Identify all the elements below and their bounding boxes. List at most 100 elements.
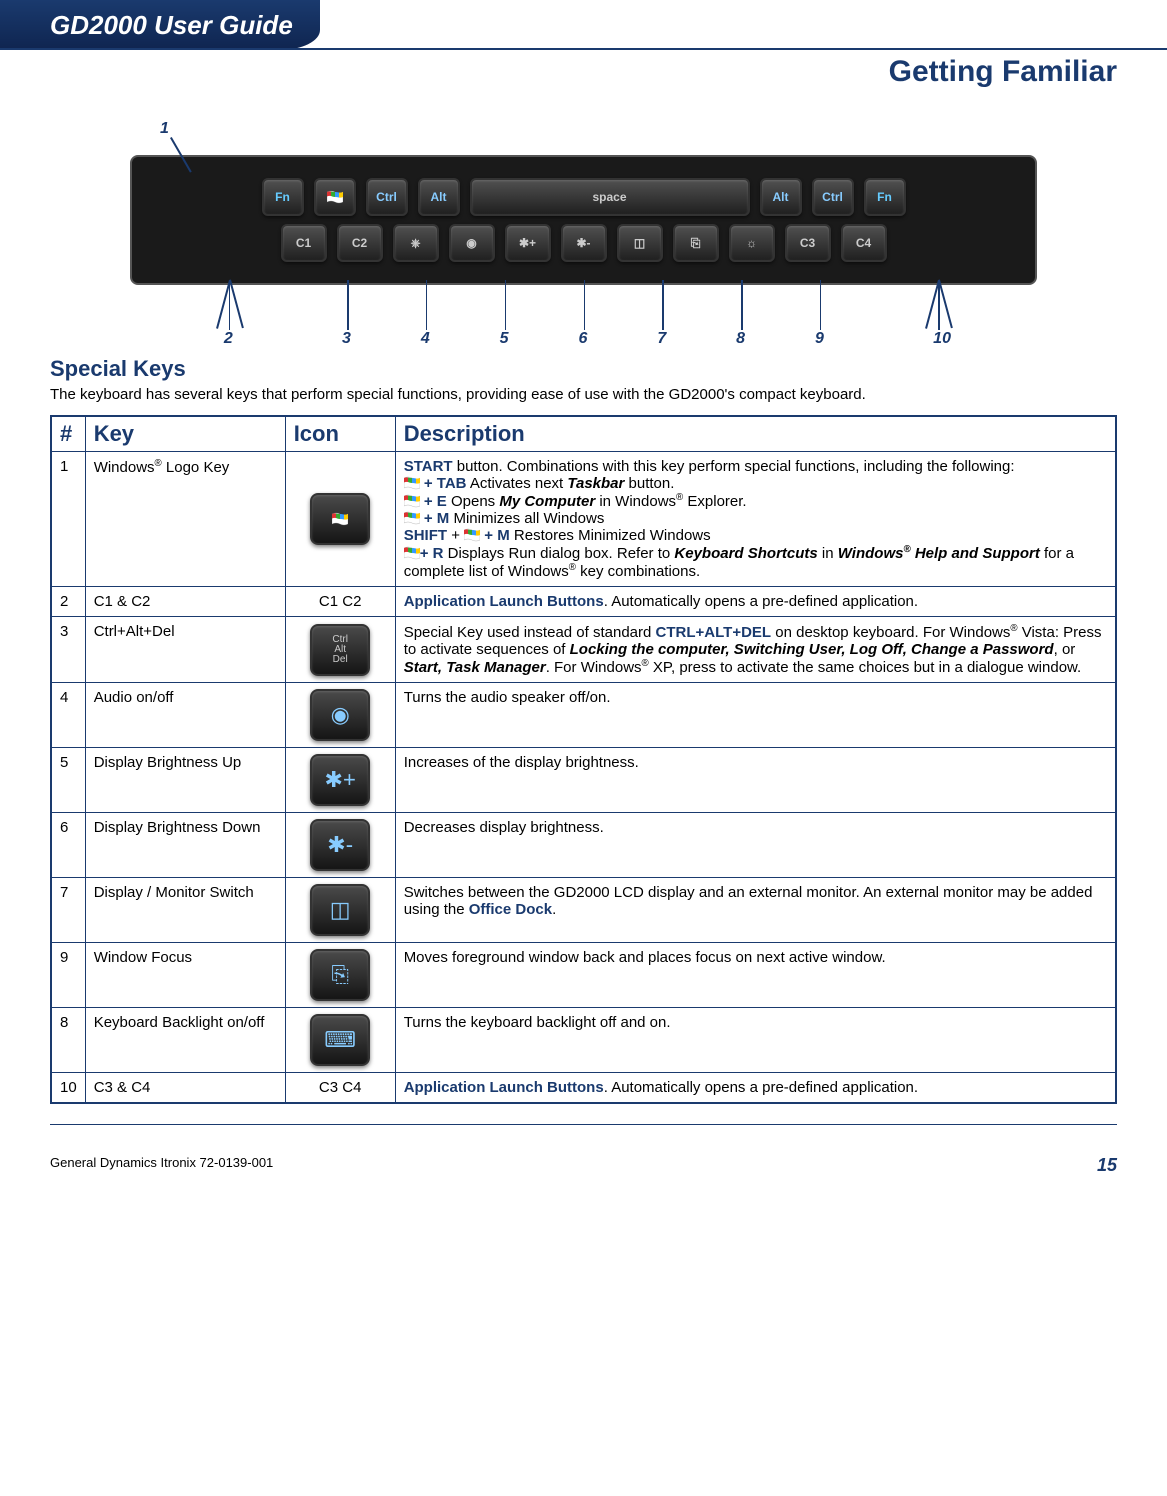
row-desc: START button. Combinations with this key… [395, 452, 1116, 587]
row-desc: Decreases display brightness. [395, 813, 1116, 878]
callout-line [347, 280, 349, 330]
callout-label: 4 [421, 330, 430, 348]
kb-key: C4 [841, 224, 887, 262]
table-row: 8Keyboard Backlight on/off ⌨ Turns the key… [51, 1008, 1116, 1073]
kb-key: C3 [785, 224, 831, 262]
table-row: 6Display Brightness Down✱-Decreases disp… [51, 813, 1116, 878]
callout-line [741, 280, 743, 330]
row-icon: ⎘ [285, 943, 395, 1008]
row-key: Window Focus [85, 943, 285, 1008]
kb-key: space [470, 178, 750, 216]
row-key: Windows® Logo Key [85, 452, 285, 587]
callout-line [662, 280, 664, 330]
callout-line [505, 280, 507, 330]
special-keys-table: # Key Icon Description 1Windows® Logo Ke… [50, 415, 1117, 1104]
row-num: 2 [51, 587, 85, 617]
row-icon: ◫ [285, 878, 395, 943]
keyboard-photo: FnCtrlAltspaceAltCtrlFn C1C2⎈◉✱+✱-◫⎘☼C3C… [130, 155, 1037, 285]
callout-label: 6 [579, 330, 588, 348]
table-row: 10C3 & C4C3 C4Application Launch Buttons… [51, 1073, 1116, 1104]
kb-key: ☼ [729, 224, 775, 262]
kb-key: ◉ [449, 224, 495, 262]
row-desc: Special Key used instead of standard CTR… [395, 617, 1116, 683]
bright_up-icon: ✱+ [310, 754, 370, 806]
row-key: Audio on/off [85, 683, 285, 748]
callout-label: 3 [342, 330, 351, 348]
kb-key: ◫ [617, 224, 663, 262]
row-num: 4 [51, 683, 85, 748]
row-icon: ✱+ [285, 748, 395, 813]
row-icon: C1 C2 [285, 587, 395, 617]
row-key: Keyboard Backlight on/off [85, 1008, 285, 1073]
table-row: 9Window Focus ⎘ Moves foreground window ba… [51, 943, 1116, 1008]
table-row: 4Audio on/off◉Turns the audio speaker of… [51, 683, 1116, 748]
row-num: 7 [51, 878, 85, 943]
win-icon [310, 493, 370, 545]
row-icon: ⌨ [285, 1008, 395, 1073]
footer-left: General Dynamics Itronix 72-0139-001 [50, 1155, 273, 1176]
col-num: # [51, 416, 85, 452]
col-icon: Icon [285, 416, 395, 452]
page-footer: General Dynamics Itronix 72-0139-001 15 [50, 1155, 1117, 1176]
kb-key: ⎈ [393, 224, 439, 262]
row-desc: Increases of the display brightness. [395, 748, 1116, 813]
table-row: 5Display Brightness Up ✱+ Increases of the… [51, 748, 1116, 813]
row-desc: Switches between the GD2000 LCD display … [395, 878, 1116, 943]
row-icon: ◉ [285, 683, 395, 748]
kb-key: Ctrl [812, 178, 854, 216]
kb-key: Alt [760, 178, 802, 216]
kb-key: ⎘ [673, 224, 719, 262]
special-keys-intro: The keyboard has several keys that perfo… [50, 386, 1117, 403]
callout-line [938, 280, 952, 329]
row-desc: Moves foreground window back and places … [395, 943, 1116, 1008]
row-key: Display / Monitor Switch [85, 878, 285, 943]
row-num: 8 [51, 1008, 85, 1073]
kb-key: Fn [262, 178, 304, 216]
row-num: 9 [51, 943, 85, 1008]
monitor-icon: ◫ [310, 884, 370, 936]
callout-label: 10 [933, 330, 951, 348]
table-row: 3Ctrl+Alt+DelCtrlAltDelSpecial Key used … [51, 617, 1116, 683]
table-row: 2C1 & C2C1 C2Application Launch Buttons.… [51, 587, 1116, 617]
kb-key: Fn [864, 178, 906, 216]
callout-line [584, 280, 586, 330]
callout-line [426, 280, 428, 330]
keyboard-diagram: FnCtrlAltspaceAltCtrlFn C1C2⎈◉✱+✱-◫⎘☼C3C… [50, 120, 1117, 350]
callout-label: 8 [736, 330, 745, 348]
bright_down-icon: ✱- [310, 819, 370, 871]
kb-key: C2 [337, 224, 383, 262]
row-num: 3 [51, 617, 85, 683]
row-key: Display Brightness Up [85, 748, 285, 813]
row-desc: Application Launch Buttons. Automaticall… [395, 587, 1116, 617]
callout-label: 7 [657, 330, 666, 348]
kb-key [314, 178, 356, 216]
kb-key: Alt [418, 178, 460, 216]
section-title-header: Getting Familiar [889, 55, 1117, 89]
row-desc: Turns the keyboard backlight off and on. [395, 1008, 1116, 1073]
row-key: C3 & C4 [85, 1073, 285, 1104]
row-icon: C3 C4 [285, 1073, 395, 1104]
callout-label: 5 [500, 330, 509, 348]
callout-line [229, 280, 243, 329]
doc-title: GD2000 User Guide [50, 10, 293, 41]
callout-label: 1 [160, 120, 169, 138]
table-row: 7Display / Monitor Switch ◫ Switches betwe… [51, 878, 1116, 943]
callout-line [820, 280, 822, 330]
row-num: 6 [51, 813, 85, 878]
page-header: GD2000 User Guide Getting Familiar [0, 0, 1167, 90]
row-key: C1 & C2 [85, 587, 285, 617]
footer-rule [50, 1124, 1117, 1125]
kb-key: C1 [281, 224, 327, 262]
kb-key: ✱- [561, 224, 607, 262]
kb-key: Ctrl [366, 178, 408, 216]
row-desc: Application Launch Buttons. Automaticall… [395, 1073, 1116, 1104]
row-num: 5 [51, 748, 85, 813]
backlight-icon: ⌨ [310, 1014, 370, 1066]
audio-icon: ◉ [310, 689, 370, 741]
special-keys-heading: Special Keys [50, 356, 1117, 382]
row-icon: ✱- [285, 813, 395, 878]
focus-icon: ⎘ [310, 949, 370, 1001]
col-key: Key [85, 416, 285, 452]
row-icon: CtrlAltDel [285, 617, 395, 683]
col-desc: Description [395, 416, 1116, 452]
